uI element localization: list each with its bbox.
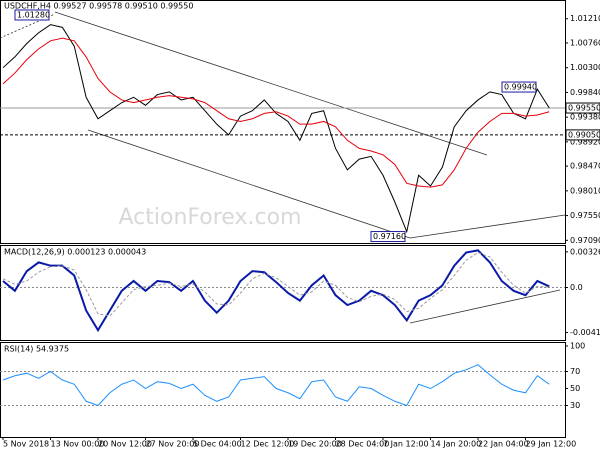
annotation-box xyxy=(501,81,537,93)
series-line xyxy=(2,24,550,234)
x-tick-label: 14 Jan 20:00 xyxy=(431,440,482,449)
price-label: 0.99550 xyxy=(568,104,600,113)
x-tick-label: 12 Dec 12:00 xyxy=(241,440,295,449)
y-tick-label: 0.003265 xyxy=(570,247,600,256)
y-tick-label: 0.0 xyxy=(570,283,583,292)
y-tick-label: 0.98010 xyxy=(570,186,600,195)
price-panel xyxy=(0,0,566,244)
x-tick-label: 20 Nov 12:00 xyxy=(98,440,152,449)
y-tick-label: 50 xyxy=(570,384,580,393)
y-tick-label: 30 xyxy=(570,401,580,410)
series-line xyxy=(2,364,550,407)
series-line xyxy=(2,37,550,188)
y-tick-label: 0.99380 xyxy=(570,113,600,122)
y-tick-label: 0.97090 xyxy=(570,236,600,245)
annotation-box xyxy=(14,9,50,21)
macd-title: MACD(12,26,9) 0.000123 0.000043 xyxy=(4,248,146,257)
y-tick-label: 1.01210 xyxy=(570,14,600,23)
x-tick-label: 22 Jan 04:00 xyxy=(478,440,529,449)
y-tick-label: 0.98470 xyxy=(570,162,600,171)
x-tick-label: 19 Dec 20:00 xyxy=(288,440,342,449)
y-tick-label: 0.99840 xyxy=(570,88,600,97)
annotation-label: 1.01280 xyxy=(17,10,50,19)
trend-line xyxy=(409,214,566,239)
x-tick-label: 28 Dec 04:00 xyxy=(336,440,390,449)
price-label-box xyxy=(565,102,600,114)
channel-line xyxy=(54,11,488,156)
price-label-box xyxy=(565,129,600,141)
y-tick-label: 1.00760 xyxy=(570,38,600,47)
price-title: USDCHF,H4 0.99527 0.99578 0.99510 0.9955… xyxy=(4,2,193,11)
y-tick-label: 70 xyxy=(570,367,580,376)
x-tick-label: 7 Jan 12:00 xyxy=(383,440,429,449)
channel-line xyxy=(87,129,411,239)
x-tick-label: 5 Dec 04:00 xyxy=(193,440,242,449)
x-tick-label: 29 Jan 12:00 xyxy=(526,440,577,449)
y-tick-label: -0.004119 xyxy=(570,328,600,337)
rsi-panel xyxy=(0,342,566,438)
rsi-title: RSI(14) 54.9375 xyxy=(4,345,69,354)
y-tick-label: 100 xyxy=(570,341,585,350)
trend-line xyxy=(409,289,561,324)
price-label: 0.99050 xyxy=(568,130,600,139)
annotation-label: 0.99940 xyxy=(504,83,537,92)
watermark: ActionForex.com xyxy=(119,205,302,230)
x-tick-label: 27 Nov 20:00 xyxy=(146,440,200,449)
x-tick-label: 5 Nov 2018 xyxy=(3,440,49,449)
annotation-label: 0.97160 xyxy=(373,232,406,241)
series-line xyxy=(2,249,550,333)
y-tick-label: 1.00300 xyxy=(570,63,600,72)
y-tick-label: 0.98920 xyxy=(570,137,600,146)
series-line xyxy=(2,252,550,317)
y-tick-label: 0.97550 xyxy=(570,211,600,220)
annotation-box xyxy=(370,231,406,243)
macd-panel xyxy=(0,245,566,341)
x-tick-label: 13 Nov 00:00 xyxy=(51,440,105,449)
